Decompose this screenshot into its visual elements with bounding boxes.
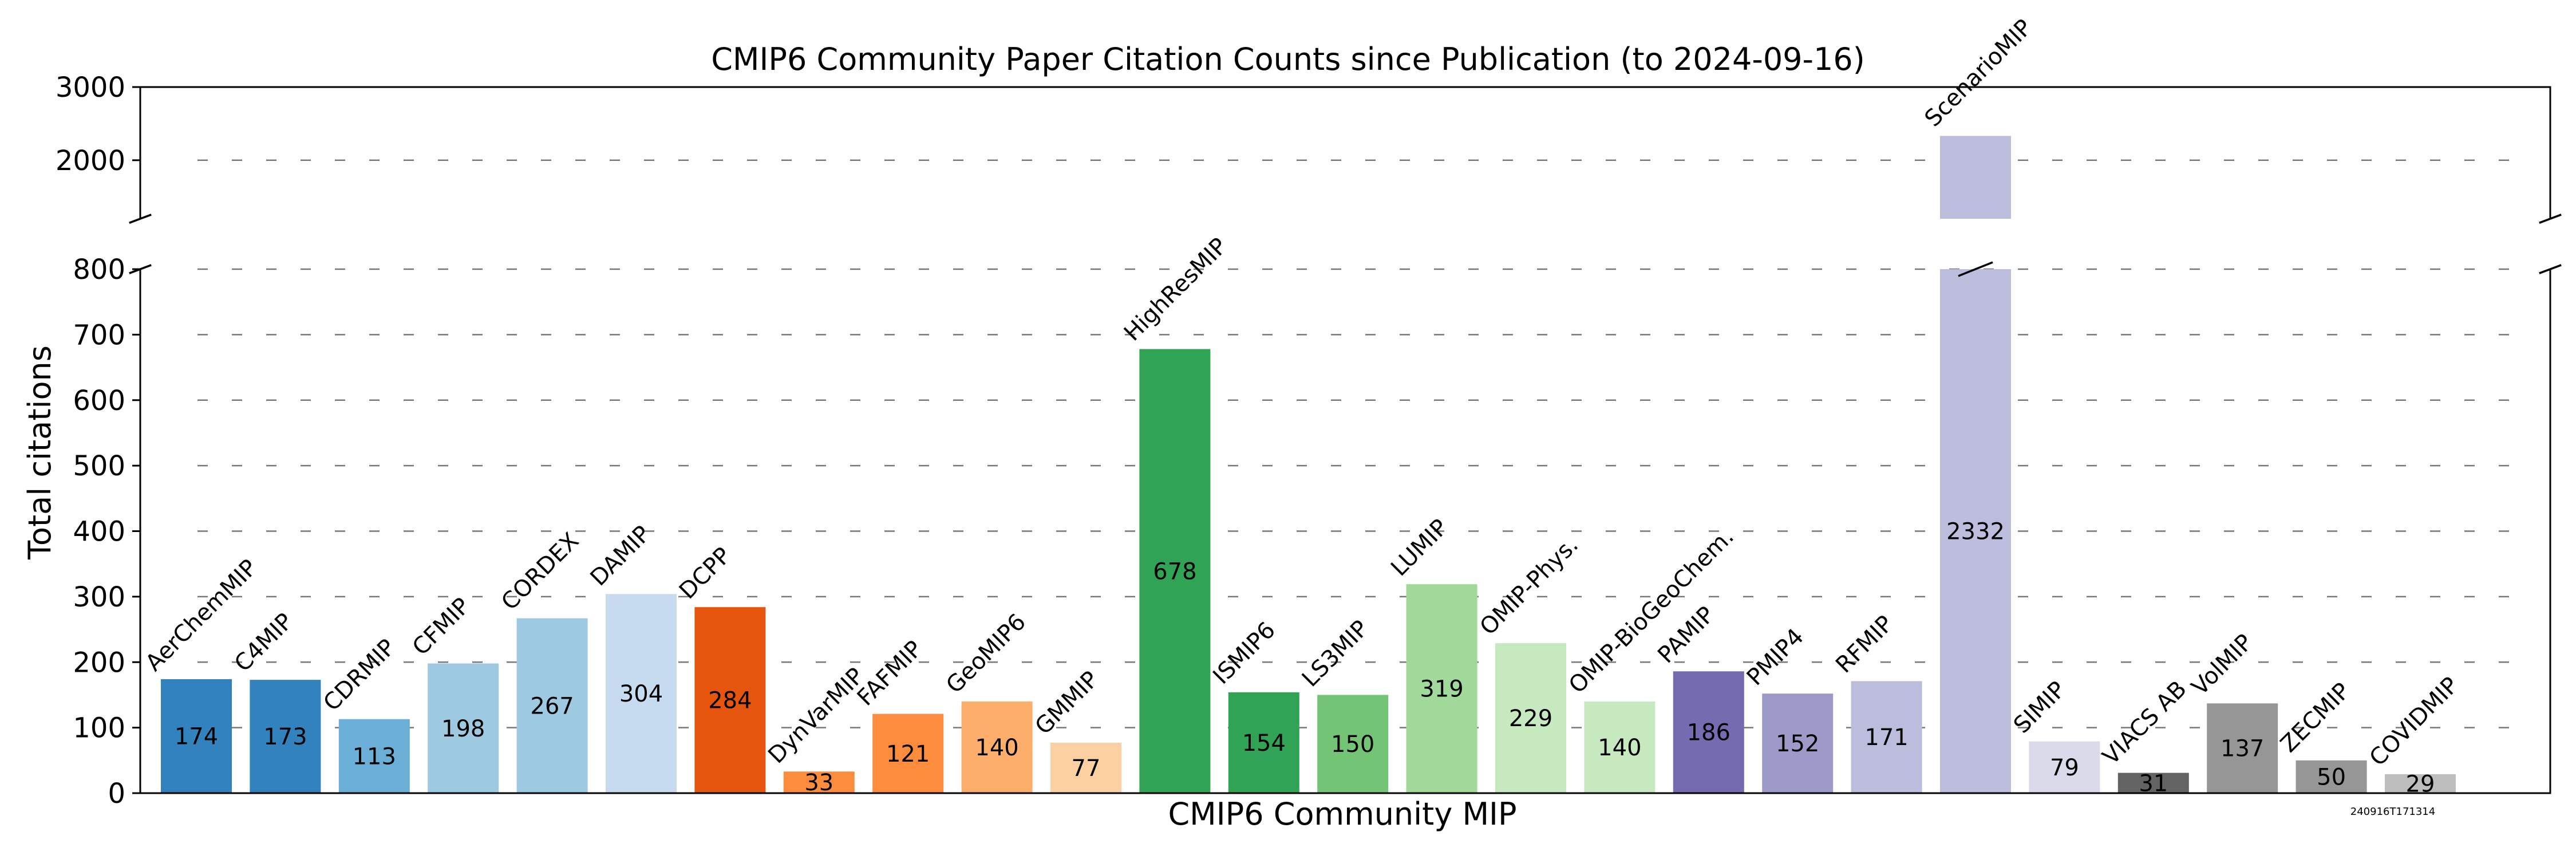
value-label: 198 (441, 716, 485, 742)
bar-cdrmip (338, 719, 410, 793)
y-tick-label: 800 (73, 254, 125, 286)
y-tick-label: 200 (73, 647, 125, 679)
bar-highresmip (1139, 349, 1211, 793)
break-mark (2539, 214, 2562, 224)
bar-zecmip (2296, 760, 2367, 793)
value-label: 79 (2050, 755, 2079, 781)
value-label: 113 (353, 743, 396, 770)
y-tick-label: 500 (73, 450, 125, 482)
bar-cordex (516, 618, 588, 793)
category-label: COVIDMIP (2365, 672, 2464, 771)
category-label: ISMIP6 (1208, 617, 1281, 689)
bar-geomip6 (961, 701, 1033, 793)
value-label: 137 (2221, 736, 2264, 762)
value-label: 2332 (1946, 519, 2005, 545)
break-mark (1958, 261, 1993, 277)
bar-upper-scenariomip (1940, 136, 2011, 219)
value-label: 150 (1331, 731, 1374, 758)
bar-damip (606, 594, 677, 793)
y-tick-label: 400 (73, 516, 125, 548)
category-label: FAFMIP (852, 636, 928, 711)
timestamp-stamp: 240916T171314 (2350, 806, 2435, 818)
y-tick-label: 100 (73, 712, 125, 744)
value-label: 284 (708, 688, 752, 714)
bar-gmmip (1050, 742, 1121, 793)
bar-dynvarmip (783, 771, 855, 793)
category-label: LS3MIP (1297, 615, 1374, 692)
category-label: DCPP (674, 542, 736, 604)
category-label: DAMIP (586, 521, 656, 591)
value-label: 678 (1153, 558, 1196, 585)
y-tick-label: 300 (73, 581, 125, 613)
category-label: HighResMIP (1119, 233, 1232, 346)
value-label: 267 (530, 693, 574, 719)
category-label: CFMIP (408, 593, 475, 660)
upper-frame (139, 86, 2551, 219)
category-label: LUMIP (1386, 514, 1453, 581)
break-mark (129, 264, 152, 274)
value-label: 186 (1687, 720, 1730, 746)
bar-aerchemmip (161, 679, 232, 793)
y-tick-label: 700 (73, 319, 125, 351)
value-label: 140 (1598, 735, 1641, 761)
bar-omip-phys- (1495, 643, 1566, 793)
category-label: PMIP4 (1742, 624, 1809, 691)
axis-break-marks (129, 214, 2562, 277)
y-tick-label: 0 (108, 778, 125, 810)
value-label: 140 (975, 735, 1018, 761)
bar-dcpp (694, 607, 766, 793)
bar-lumip (1406, 584, 1477, 793)
value-label: 152 (1776, 731, 1819, 757)
category-label: ZECMIP (2275, 678, 2355, 758)
value-label: 121 (886, 741, 930, 767)
bar-viacs-ab (2117, 773, 2189, 793)
value-label: 33 (804, 770, 833, 796)
category-label: GeoMIP6 (941, 609, 1031, 699)
chart-title: CMIP6 Community Paper Citation Counts si… (711, 41, 1865, 77)
bar-cfmip (428, 663, 499, 793)
category-label: GMMIP (1030, 666, 1104, 740)
value-label: 50 (2317, 764, 2346, 790)
y-tick-label: 600 (73, 385, 125, 417)
category-label: C4MIP (230, 608, 298, 677)
category-label: VIACS AB (2097, 676, 2192, 770)
bar-scenariomip (1940, 269, 2011, 793)
bar-pmip4 (1762, 693, 1834, 793)
category-label: CORDEX (496, 527, 584, 615)
value-label: 173 (263, 724, 307, 750)
bar-volmip (2207, 703, 2278, 793)
bar-covidmip (2385, 774, 2456, 793)
category-label: RFMIP (1831, 610, 1898, 678)
category-label: DynVarMIP (763, 663, 869, 769)
value-label: 77 (1072, 755, 1101, 782)
bar-omip-biogeochem- (1584, 701, 1656, 793)
bar-pamip (1673, 671, 1744, 793)
value-label: 154 (1242, 730, 1286, 756)
bar-ismip6 (1228, 692, 1299, 793)
bar-rfmip (1851, 681, 1922, 793)
category-label: CDRMIP (318, 634, 401, 716)
y-axis-label: Total citations (22, 345, 58, 560)
value-label: 304 (619, 681, 663, 707)
category-label: VolMIP (2187, 629, 2258, 701)
bar-c4mip (250, 680, 321, 793)
x-axis-label: CMIP6 Community MIP (1168, 796, 1516, 832)
category-label: SIMIP (2009, 676, 2071, 739)
value-label: 171 (1864, 724, 1908, 751)
break-mark (2539, 264, 2562, 274)
bar-ls3mip (1317, 695, 1389, 793)
y-tick-label: 3000 (56, 72, 125, 104)
y-tick-label: 2000 (56, 145, 125, 177)
bar-simip (2029, 741, 2100, 793)
value-label: 319 (1420, 676, 1463, 703)
value-label: 229 (1509, 706, 1552, 732)
category-label: OMIP-Phys. (1475, 532, 1584, 641)
break-mark (129, 214, 152, 224)
bar-fafmip (872, 714, 944, 793)
category-label: ScenarioMIP (1920, 14, 2037, 132)
value-label: 174 (175, 723, 218, 750)
lower-panel: 174AerChemMIP173C4MIP113CDRMIP198CFMIP26… (73, 233, 2551, 810)
